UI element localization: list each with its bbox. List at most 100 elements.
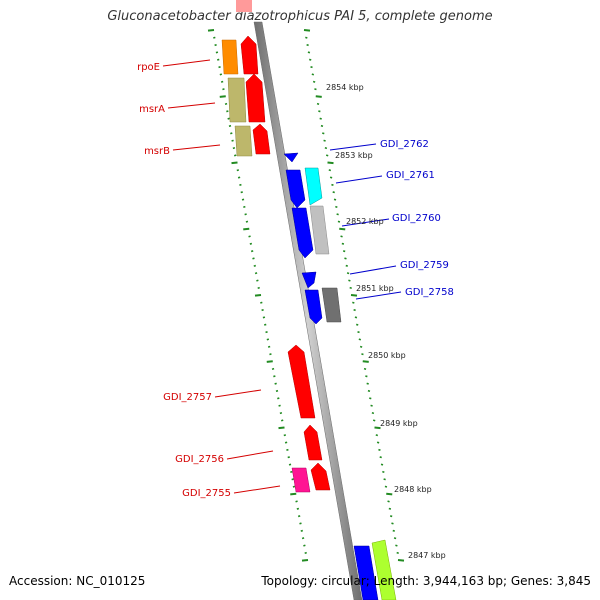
left-column-minor-tick <box>280 419 284 422</box>
left-column-minor-tick <box>227 117 230 120</box>
left-column-major-tick <box>301 559 309 562</box>
right-column-minor-tick <box>379 456 382 459</box>
ruler-label-2850: 2850 kbp <box>368 351 406 360</box>
left-column-major-tick <box>207 29 215 32</box>
left-column-minor-tick <box>260 301 263 304</box>
right-column-minor-tick <box>310 66 313 69</box>
right-column-minor-tick <box>355 323 359 326</box>
right-column-major-tick <box>386 492 393 496</box>
leader-GDI_2760 <box>341 218 390 227</box>
accession-text: Accession: NC_010125 <box>9 574 146 588</box>
feature-top-partial <box>236 0 252 12</box>
left-column-minor-tick <box>248 235 251 238</box>
left-column-minor-tick <box>228 124 232 128</box>
left-column-minor-tick <box>303 544 306 547</box>
right-column-minor-tick <box>346 272 350 275</box>
right-column-minor-tick <box>305 36 308 39</box>
left-column-minor-tick <box>262 316 266 319</box>
left-column-minor-tick <box>288 463 292 466</box>
leader-GDI_2756 <box>226 450 274 460</box>
left-column-minor-tick <box>237 176 241 179</box>
left-column-minor-tick <box>284 441 288 444</box>
genome-backbone <box>253 21 363 600</box>
left-column-minor-tick <box>214 43 217 47</box>
right-column-minor-tick <box>363 367 367 370</box>
left-column-minor-tick <box>266 338 270 341</box>
feature-GDI_2755-red <box>310 462 331 491</box>
left-column-minor-tick <box>219 73 223 76</box>
right-column-major-tick <box>362 360 369 363</box>
right-column-minor-tick <box>396 551 399 555</box>
left-column-minor-tick <box>275 389 279 393</box>
leader-rpoE <box>162 59 211 67</box>
right-column-minor-tick <box>319 117 322 120</box>
left-column-minor-tick <box>278 404 281 407</box>
left-column-major-tick <box>254 294 262 297</box>
left-column-minor-tick <box>286 448 289 451</box>
right-column-minor-tick <box>353 308 356 312</box>
right-column-minor-tick <box>328 169 332 172</box>
left-column-minor-tick <box>296 507 300 510</box>
leader-GDI_2759 <box>349 265 397 275</box>
ruler-label-2848: 2848 kbp <box>394 485 432 494</box>
right-column-minor-tick <box>376 441 380 444</box>
left-column-minor-tick <box>263 323 267 326</box>
right-column-minor-tick <box>370 404 373 407</box>
left-column-minor-tick <box>215 51 219 54</box>
left-column-major-tick <box>231 161 238 165</box>
right-column-minor-tick <box>311 73 315 76</box>
right-column-minor-tick <box>318 110 321 113</box>
right-column-minor-tick <box>332 191 335 194</box>
gene-label-rpoE: rpoE <box>137 62 160 73</box>
ruler-label-2847: 2847 kbp <box>408 551 446 560</box>
right-column-minor-tick <box>349 286 352 290</box>
feature-GDI_2757 <box>287 344 316 419</box>
right-column-minor-tick <box>342 250 346 253</box>
left-column-minor-tick <box>271 367 275 370</box>
right-column-minor-tick <box>380 463 384 466</box>
left-column-minor-tick <box>233 154 237 157</box>
right-column-minor-tick <box>333 198 337 201</box>
left-column-minor-tick <box>279 412 283 415</box>
right-column-major-tick <box>303 29 311 32</box>
left-column-minor-tick <box>213 36 216 39</box>
feature-GDI_2758-blue <box>304 289 323 325</box>
feature-GDI_2760-blue <box>291 207 314 259</box>
right-column-minor-tick <box>367 389 371 393</box>
feature-bottom-lime <box>371 539 397 600</box>
feature-GDI_2762 <box>283 152 299 163</box>
feature-rpoE-orange <box>221 39 239 75</box>
right-column-major-tick <box>339 227 346 231</box>
left-column-minor-tick <box>226 110 229 113</box>
left-column-minor-tick <box>277 397 280 400</box>
right-column-minor-tick <box>382 470 385 474</box>
right-column-minor-tick <box>358 338 362 341</box>
right-column-minor-tick <box>336 213 339 216</box>
left-column-minor-tick <box>265 331 268 334</box>
gene-label-GDI_2761: GDI_2761 <box>386 170 435 181</box>
leader-GDI_2761 <box>335 175 383 184</box>
left-column-minor-tick <box>254 272 258 275</box>
right-column-minor-tick <box>337 220 341 223</box>
right-column-minor-tick <box>378 448 381 451</box>
left-column-major-tick <box>290 492 297 496</box>
left-column-minor-tick <box>261 308 264 312</box>
leader-GDI_2757 <box>214 389 262 398</box>
gene-label-msrA: msrA <box>139 104 165 115</box>
left-column-minor-tick <box>231 139 234 142</box>
leader-msrA <box>167 102 216 109</box>
feature-GDI_2761-blue <box>285 169 306 209</box>
right-column-minor-tick <box>371 412 375 415</box>
feature-red-2 <box>245 73 266 123</box>
left-column-minor-tick <box>256 279 259 282</box>
ruler-label-2854: 2854 kbp <box>326 83 364 92</box>
right-column-minor-tick <box>354 316 358 319</box>
feature-GDI_2756 <box>303 424 323 461</box>
left-column-minor-tick <box>267 345 271 348</box>
right-column-minor-tick <box>335 205 338 209</box>
left-column-minor-tick <box>287 456 290 459</box>
left-column-minor-tick <box>274 382 277 385</box>
right-column-minor-tick <box>389 515 393 518</box>
left-column-minor-tick <box>218 66 221 69</box>
